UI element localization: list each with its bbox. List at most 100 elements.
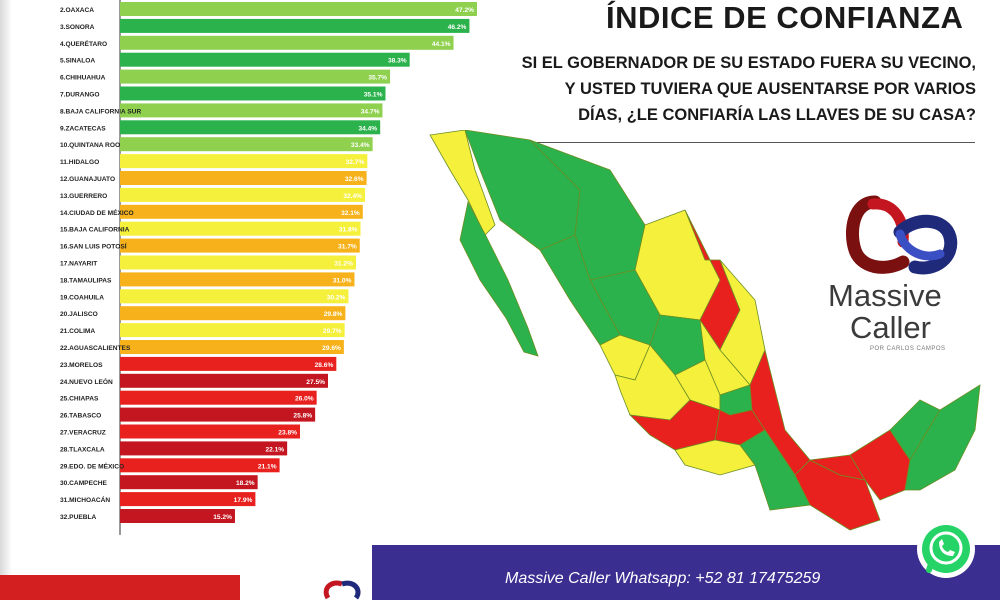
category-label: 19.COAHUILA [60, 294, 104, 301]
value-label: 34.7% [361, 108, 380, 115]
value-label: 29.6% [322, 345, 341, 352]
bars-group: 2.OAXACA 47.2% 3.SONORA 46.2% 4.QUERÉTARO 44.… [60, 2, 477, 523]
value-label: 31.8% [339, 227, 358, 234]
category-label: 10.QUINTANA ROO [60, 142, 120, 149]
value-label: 25.8% [293, 413, 312, 420]
value-label: 22.1% [265, 446, 284, 453]
footer-logo-icon [323, 580, 361, 600]
value-label: 31.0% [333, 277, 352, 284]
bar [120, 154, 368, 169]
bar [120, 35, 454, 50]
brand-word-caller: Caller [850, 310, 931, 345]
value-label: 34.4% [358, 125, 377, 132]
category-label: 18.TAMAULIPAS [60, 277, 112, 284]
bar [120, 255, 356, 270]
whatsapp-icon[interactable] [915, 518, 977, 580]
footer-band [372, 545, 1000, 600]
category-label: 9.ZACATECAS [60, 125, 106, 132]
value-label: 15.2% [213, 514, 232, 521]
category-label: 16.SAN LUIS POTOSÍ [60, 242, 127, 251]
left-page-shadow [0, 0, 12, 600]
category-label: 17.NAYARIT [60, 261, 97, 268]
page-title: ÍNDICE DE CONFIANZA [606, 0, 964, 35]
value-label: 32.1% [341, 210, 360, 217]
category-label: 30.CAMPECHE [60, 480, 108, 487]
bar [120, 272, 355, 287]
bar [120, 137, 373, 152]
bar [120, 221, 361, 236]
value-label: 28.6% [315, 362, 334, 369]
category-label: 14.CIUDAD DE MÉXICO [60, 208, 134, 217]
bar [120, 458, 280, 473]
category-label: 15.BAJA CALIFORNIA [60, 227, 130, 234]
category-label: 24.NUEVO LEÓN [60, 377, 113, 386]
category-label: 8.BAJA CALIFORNIA SUR [60, 108, 141, 115]
value-label: 29.7% [323, 328, 342, 335]
category-label: 4.QUERÉTARO [60, 39, 107, 48]
footer-contact: Massive Caller Whatsapp: +52 81 17475259 [505, 570, 821, 587]
bar [120, 18, 470, 33]
value-label: 23.8% [278, 430, 297, 437]
category-label: 26.TABASCO [60, 413, 101, 420]
category-label: 28.TLAXCALA [60, 446, 105, 453]
category-label: 2.OAXACA [60, 7, 94, 14]
value-label: 32.4% [343, 193, 362, 200]
bar [120, 52, 410, 67]
category-label: 12.GUANAJUATO [60, 176, 115, 183]
question-line: SI EL GOBERNADOR DE SU ESTADO FUERA SU V… [521, 54, 976, 72]
bar [120, 69, 391, 84]
bar [120, 509, 235, 523]
massive-caller-logo-icon [846, 195, 958, 275]
value-label: 29.8% [324, 311, 343, 318]
category-label: 6.CHIHUAHUA [60, 75, 106, 82]
question-line: DÍAS, ¿LE CONFIARÍA LAS LLAVES DE SU CAS… [578, 106, 976, 124]
category-label: 32.PUEBLA [60, 514, 97, 521]
bar [120, 441, 288, 456]
bar [120, 492, 256, 507]
value-label: 18.2% [236, 480, 255, 487]
bar [120, 103, 383, 118]
bar [120, 187, 366, 202]
map-state-baja-california [429, 130, 496, 236]
bar [120, 390, 317, 405]
bar [120, 424, 301, 439]
category-label: 21.COLIMA [60, 328, 95, 335]
category-label: 3.SONORA [60, 24, 95, 31]
category-label: 11.HIDALGO [60, 159, 99, 166]
category-label: 29.EDO. DE MÉXICO [60, 461, 124, 470]
title-divider [515, 142, 975, 143]
brand-subtitle: POR CARLOS CAMPOS [870, 346, 946, 352]
bar [120, 2, 477, 16]
category-label: 20.JALISCO [60, 311, 98, 318]
value-label: 17.9% [234, 497, 253, 504]
bar-chart: 2.OAXACA 47.2% 3.SONORA 46.2% 4.QUERÉTARO 44.… [60, 0, 477, 535]
value-label: 27.5% [306, 379, 325, 386]
map-state-baja-california-sur [459, 200, 539, 357]
question-line: Y USTED TUVIERA QUE AUSENTARSE POR VARIO… [564, 80, 976, 98]
category-label: 5.SINALOA [60, 58, 95, 65]
value-label: 33.4% [351, 142, 370, 149]
value-label: 44.1% [432, 41, 451, 48]
category-label: 13.GUERRERO [60, 193, 107, 200]
value-label: 46.2% [448, 24, 467, 31]
category-label: 31.MICHOACÁN [60, 495, 110, 504]
value-label: 32.7% [346, 159, 365, 166]
value-label: 35.1% [364, 92, 383, 99]
mexico-map [429, 130, 981, 531]
value-label: 31.7% [338, 244, 357, 251]
value-label: 32.6% [345, 176, 364, 183]
bar [120, 356, 337, 371]
bar [120, 289, 349, 304]
category-label: 25.CHIAPAS [60, 396, 99, 403]
value-label: 35.7% [368, 75, 387, 82]
survey-question: SI EL GOBERNADOR DE SU ESTADO FUERA SU V… [470, 50, 976, 128]
bar [120, 120, 381, 135]
bar [120, 171, 367, 185]
bar [120, 86, 386, 101]
value-label: 26.0% [295, 396, 314, 403]
value-label: 47.2% [455, 7, 474, 14]
bar [120, 238, 360, 253]
category-label: 7.DURANGO [60, 92, 100, 99]
bar [120, 373, 328, 388]
category-label: 23.MORELOS [60, 362, 103, 369]
